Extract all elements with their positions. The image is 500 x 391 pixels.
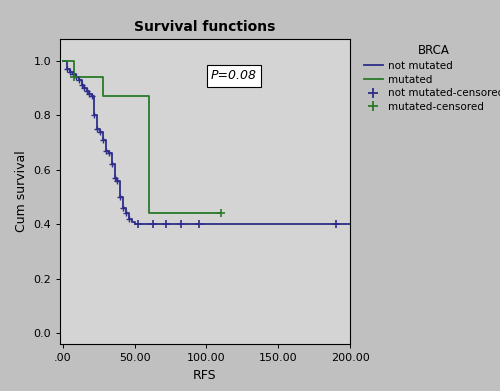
Point bbox=[99, 137, 107, 143]
Point bbox=[96, 129, 104, 135]
Title: Survival functions: Survival functions bbox=[134, 20, 276, 34]
Legend: not mutated, mutated, not mutated-censored, mutated-censored: not mutated, mutated, not mutated-censor… bbox=[364, 44, 500, 112]
Point bbox=[176, 221, 184, 228]
Point bbox=[66, 69, 74, 75]
Point bbox=[102, 148, 110, 154]
Point bbox=[90, 112, 98, 118]
Point bbox=[84, 90, 92, 97]
Point bbox=[114, 178, 122, 184]
Point bbox=[196, 221, 203, 228]
Point bbox=[74, 77, 82, 83]
Point bbox=[105, 150, 113, 156]
Point bbox=[150, 221, 158, 228]
Point bbox=[78, 82, 86, 88]
Point bbox=[72, 74, 80, 81]
Point bbox=[110, 175, 118, 181]
Point bbox=[217, 210, 225, 217]
Point bbox=[119, 205, 127, 211]
Point bbox=[70, 74, 78, 81]
Point bbox=[94, 126, 102, 132]
Point bbox=[332, 221, 340, 228]
Point bbox=[69, 72, 77, 78]
Point bbox=[84, 88, 92, 94]
Point bbox=[63, 66, 71, 72]
Point bbox=[134, 221, 141, 228]
Point bbox=[108, 161, 116, 167]
Point bbox=[162, 221, 170, 228]
Point bbox=[88, 93, 96, 99]
Text: P=0.08: P=0.08 bbox=[211, 69, 257, 82]
Point bbox=[80, 85, 88, 91]
Point bbox=[122, 210, 130, 217]
X-axis label: RFS: RFS bbox=[193, 369, 217, 382]
Point bbox=[125, 216, 133, 222]
Point bbox=[116, 194, 124, 200]
Y-axis label: Cum survival: Cum survival bbox=[14, 151, 28, 233]
